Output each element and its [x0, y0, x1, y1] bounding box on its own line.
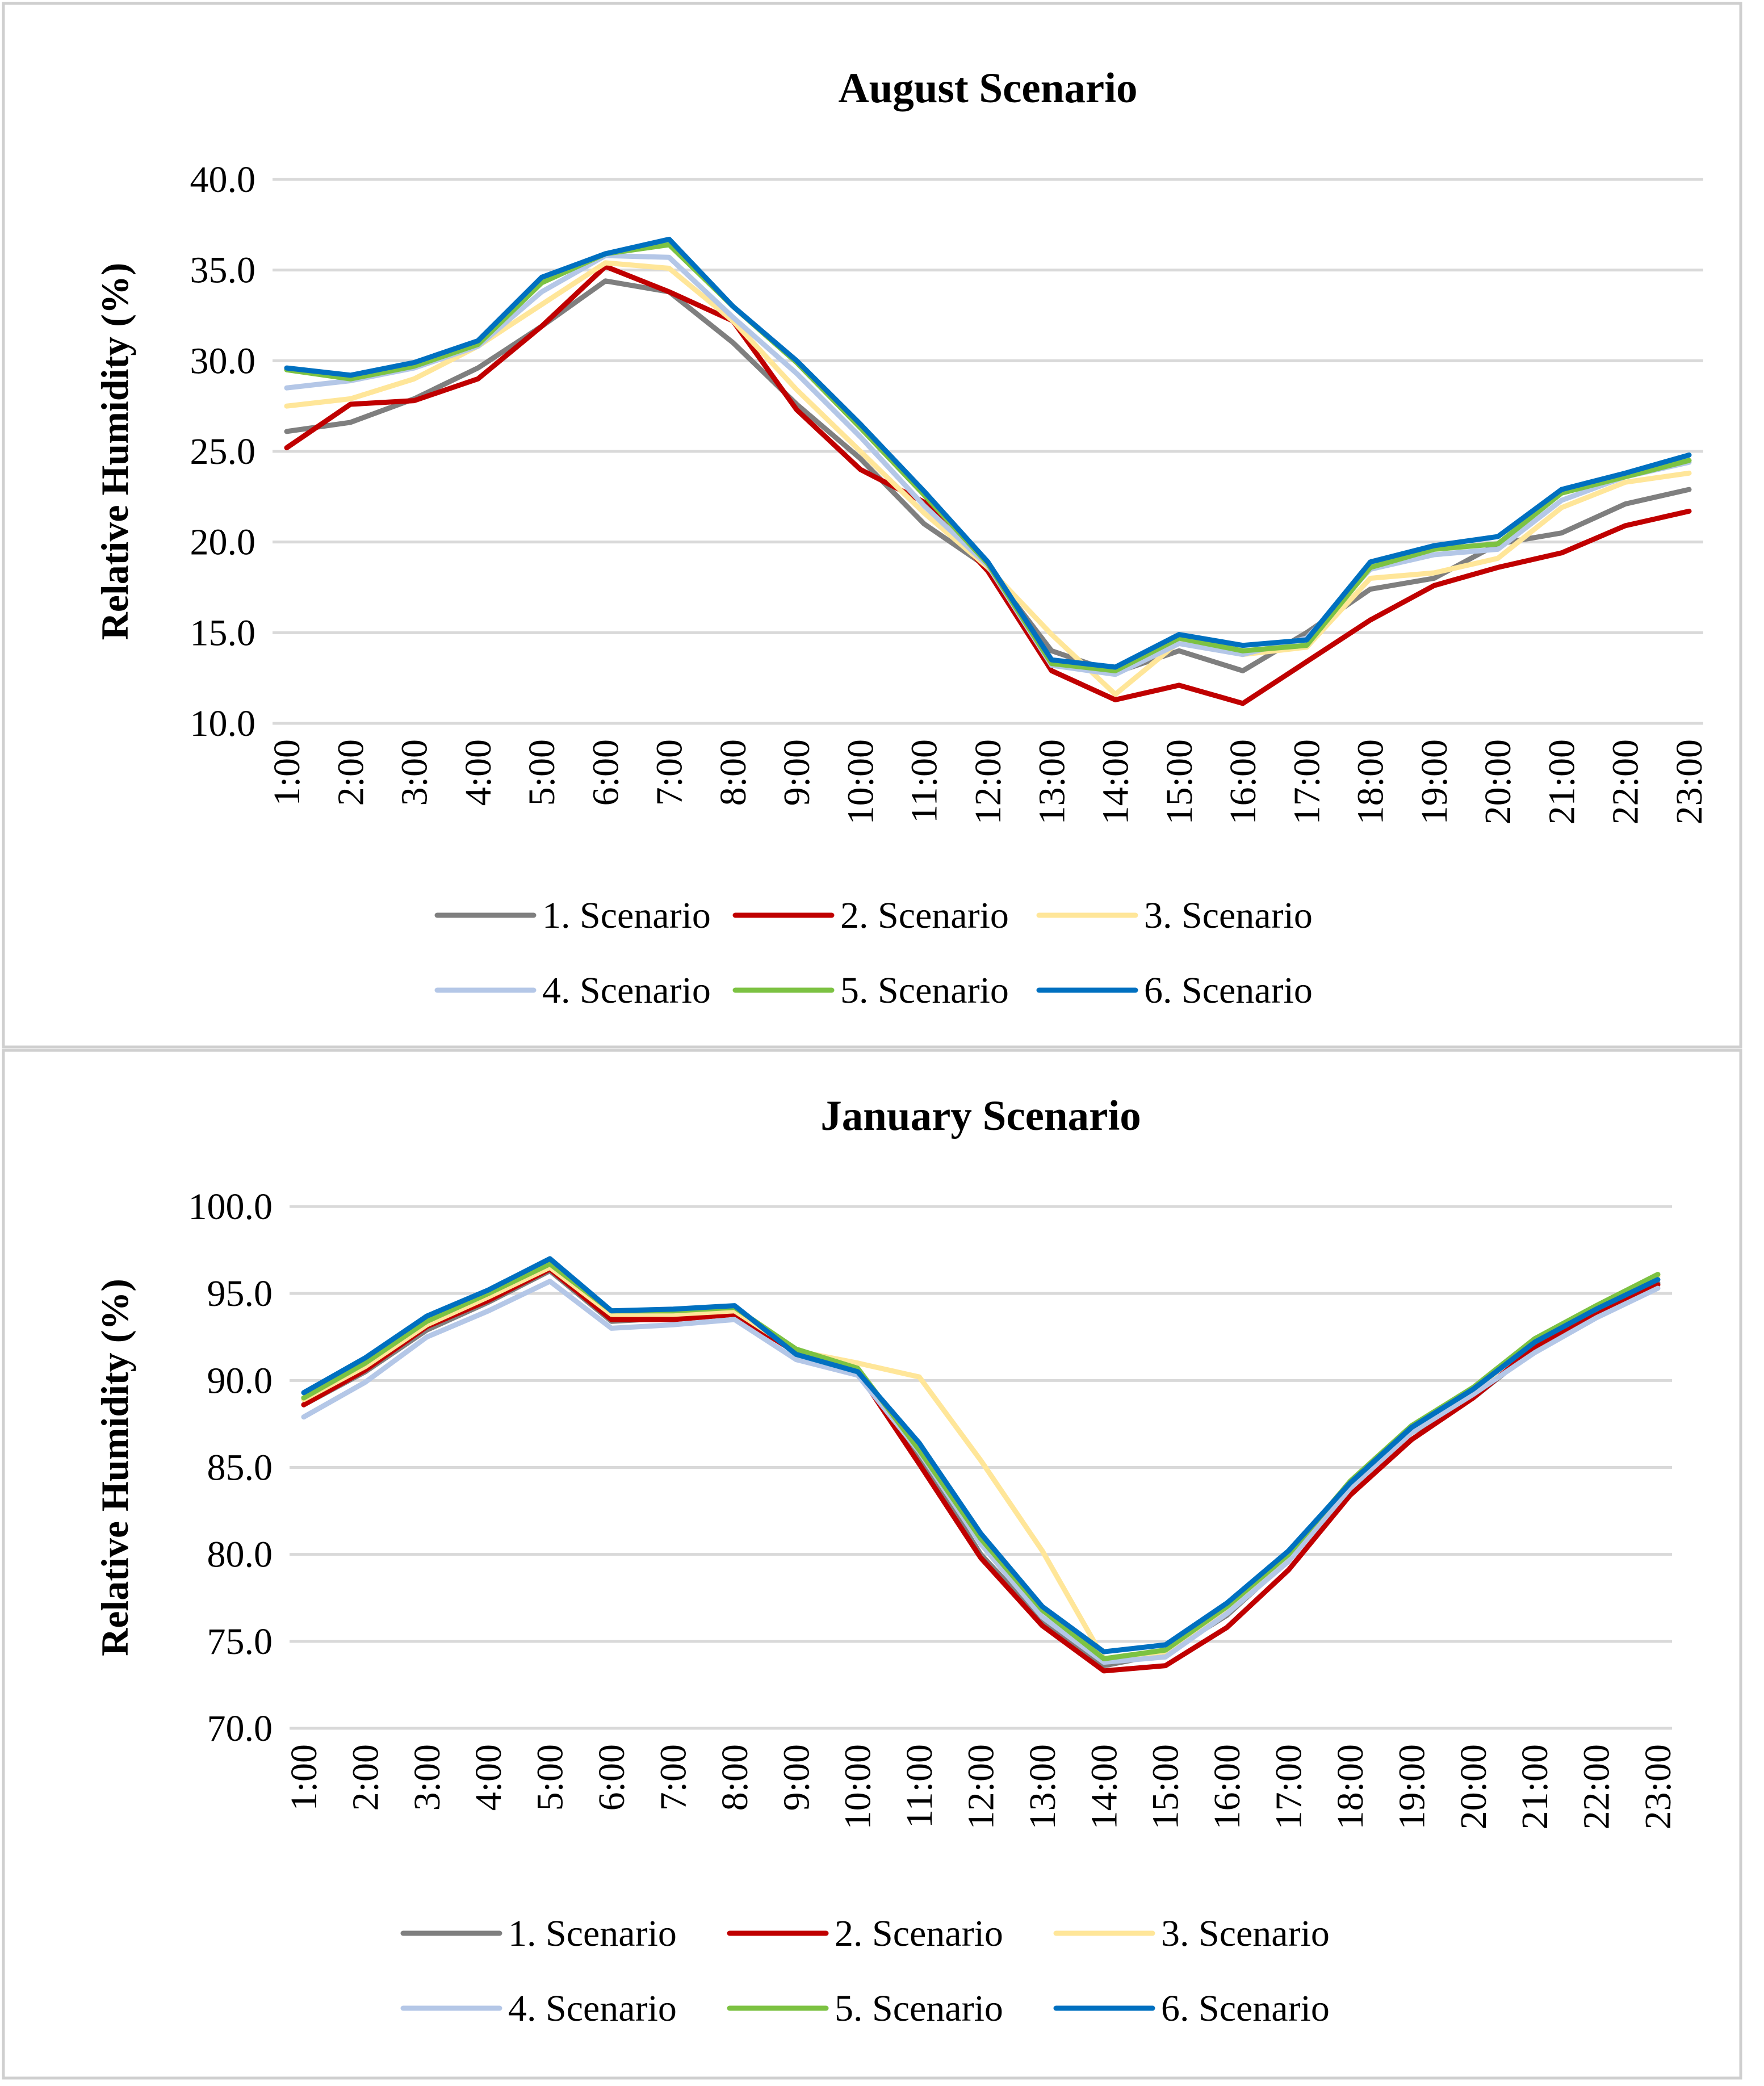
august-x-tick-label: 16:00 [1222, 739, 1264, 824]
august-legend-item: 2. Scenario [732, 895, 1009, 936]
january-x-tick-label: 10:00 [837, 1744, 879, 1829]
august-y-tick-label: 25.0 [190, 431, 256, 472]
august-x-tick-label: 19:00 [1414, 739, 1455, 824]
august-y-tick-label: 10.0 [190, 703, 256, 744]
january-y-tick-label: 100.0 [188, 1186, 273, 1228]
august-legend-item: 3. Scenario [1036, 895, 1313, 936]
august-x-tick-label: 11:00 [904, 739, 945, 823]
august-chart-title: August Scenario [838, 65, 1137, 112]
january-legend-label: 4. Scenario [508, 1988, 677, 2029]
august-y-tick-label: 40.0 [190, 159, 256, 200]
january-x-tick-label: 15:00 [1145, 1744, 1187, 1829]
january-x-tick-label: 11:00 [899, 1744, 940, 1828]
january-x-tick-label: 4:00 [468, 1744, 509, 1811]
january-legend-label: 2. Scenario [835, 1913, 1003, 1954]
january-legend-item: 1. Scenario [400, 1913, 677, 1954]
january-x-tick-label: 16:00 [1206, 1744, 1248, 1829]
january-y-tick-label: 85.0 [207, 1447, 273, 1489]
august-x-tick-label: 18:00 [1350, 739, 1392, 824]
august-x-tick-label: 2:00 [330, 739, 371, 806]
august-y-tick-label: 35.0 [190, 250, 256, 291]
august-x-tick-label: 6:00 [585, 739, 626, 806]
august-legend-label: 3. Scenario [1144, 895, 1313, 936]
august-x-tick-label: 13:00 [1031, 739, 1072, 824]
january-x-tick-label: 1:00 [283, 1744, 325, 1811]
january-panel-border [2, 1049, 1742, 2080]
january-x-tick-label: 7:00 [652, 1744, 694, 1811]
january-x-tick-label: 21:00 [1514, 1744, 1556, 1829]
january-legend-item: 5. Scenario [727, 1988, 1003, 2029]
august-legend-label: 6. Scenario [1144, 970, 1313, 1011]
january-y-tick-label: 90.0 [207, 1360, 273, 1401]
january-y-tick-label: 70.0 [207, 1708, 273, 1749]
august-legend-label: 5. Scenario [840, 970, 1009, 1011]
january-x-tick-label: 6:00 [591, 1744, 632, 1811]
january-y-axis-label: Relative Humidity (%) [93, 1279, 136, 1656]
january-x-tick-label: 19:00 [1391, 1744, 1432, 1829]
august-legend-label: 4. Scenario [542, 970, 711, 1011]
august-y-tick-label: 30.0 [190, 340, 256, 382]
january-legend-item: 4. Scenario [400, 1988, 677, 2029]
january-x-tick-label: 13:00 [1022, 1744, 1063, 1829]
august-legend-label: 2. Scenario [840, 895, 1009, 936]
january-x-tick-label: 3:00 [407, 1744, 448, 1811]
august-series-line-6 [284, 236, 1692, 670]
january-x-tick-label: 8:00 [714, 1744, 756, 1811]
august-x-tick-label: 22:00 [1605, 739, 1646, 824]
january-x-tick-label: 2:00 [345, 1744, 386, 1811]
january-x-tick-label: 18:00 [1330, 1744, 1371, 1829]
august-x-tick-label: 20:00 [1477, 739, 1519, 824]
january-legend-item: 3. Scenario [1053, 1913, 1330, 1954]
january-x-tick-label: 14:00 [1083, 1744, 1125, 1829]
august-legend-label: 1. Scenario [542, 895, 711, 936]
august-x-tick-label: 9:00 [776, 739, 818, 806]
august-x-tick-label: 21:00 [1541, 739, 1582, 824]
august-legend-item: 4. Scenario [434, 970, 711, 1011]
january-legend-item: 2. Scenario [727, 1913, 1003, 1954]
january-x-tick-label: 9:00 [776, 1744, 817, 1811]
august-legend-item: 1. Scenario [434, 895, 711, 936]
january-x-tick-label: 17:00 [1268, 1744, 1310, 1829]
january-legend-label: 6. Scenario [1161, 1988, 1330, 2029]
january-chart: January Scenario Relative Humidity (%) 70.… [93, 1092, 1679, 2029]
august-x-tick-label: 1:00 [266, 739, 308, 806]
january-x-tick-label: 22:00 [1576, 1744, 1618, 1829]
august-legend-item: 6. Scenario [1036, 970, 1313, 1011]
august-x-tick-label: 4:00 [458, 739, 499, 806]
august-x-tick-label: 12:00 [967, 739, 1009, 824]
august-x-tick-label: 10:00 [840, 739, 881, 824]
august-y-tick-label: 20.0 [190, 522, 256, 563]
january-series-line-4 [301, 1279, 1661, 1665]
august-x-tick-label: 23:00 [1669, 739, 1710, 824]
august-y-axis-label: Relative Humidity (%) [93, 263, 136, 640]
january-series-line-6 [301, 1256, 1661, 1654]
january-chart-title: January Scenario [820, 1092, 1141, 1140]
january-y-tick-label: 95.0 [207, 1273, 273, 1314]
january-legend-label: 3. Scenario [1161, 1913, 1330, 1954]
august-x-tick-label: 15:00 [1159, 739, 1200, 824]
january-legend-item: 6. Scenario [1053, 1988, 1330, 2029]
january-x-tick-label: 23:00 [1637, 1744, 1679, 1829]
august-x-tick-label: 3:00 [394, 739, 435, 806]
january-legend-label: 5. Scenario [835, 1988, 1003, 2029]
august-y-tick-label: 15.0 [190, 612, 256, 654]
august-x-tick-label: 7:00 [649, 739, 690, 806]
august-x-tick-label: 17:00 [1286, 739, 1327, 824]
january-y-tick-label: 80.0 [207, 1534, 273, 1576]
august-legend-item: 5. Scenario [732, 970, 1009, 1011]
january-y-tick-label: 75.0 [207, 1621, 273, 1662]
january-x-tick-label: 20:00 [1453, 1744, 1494, 1829]
january-legend-label: 1. Scenario [508, 1913, 677, 1954]
august-x-tick-label: 5:00 [521, 739, 563, 806]
august-x-tick-label: 8:00 [713, 739, 754, 806]
january-x-tick-label: 5:00 [530, 1744, 571, 1811]
august-panel-border [2, 2, 1742, 1049]
january-x-tick-label: 12:00 [961, 1744, 1002, 1829]
august-x-tick-label: 14:00 [1095, 739, 1137, 824]
august-chart: August Scenario Relative Humidity (%) 10.0… [93, 65, 1710, 1011]
